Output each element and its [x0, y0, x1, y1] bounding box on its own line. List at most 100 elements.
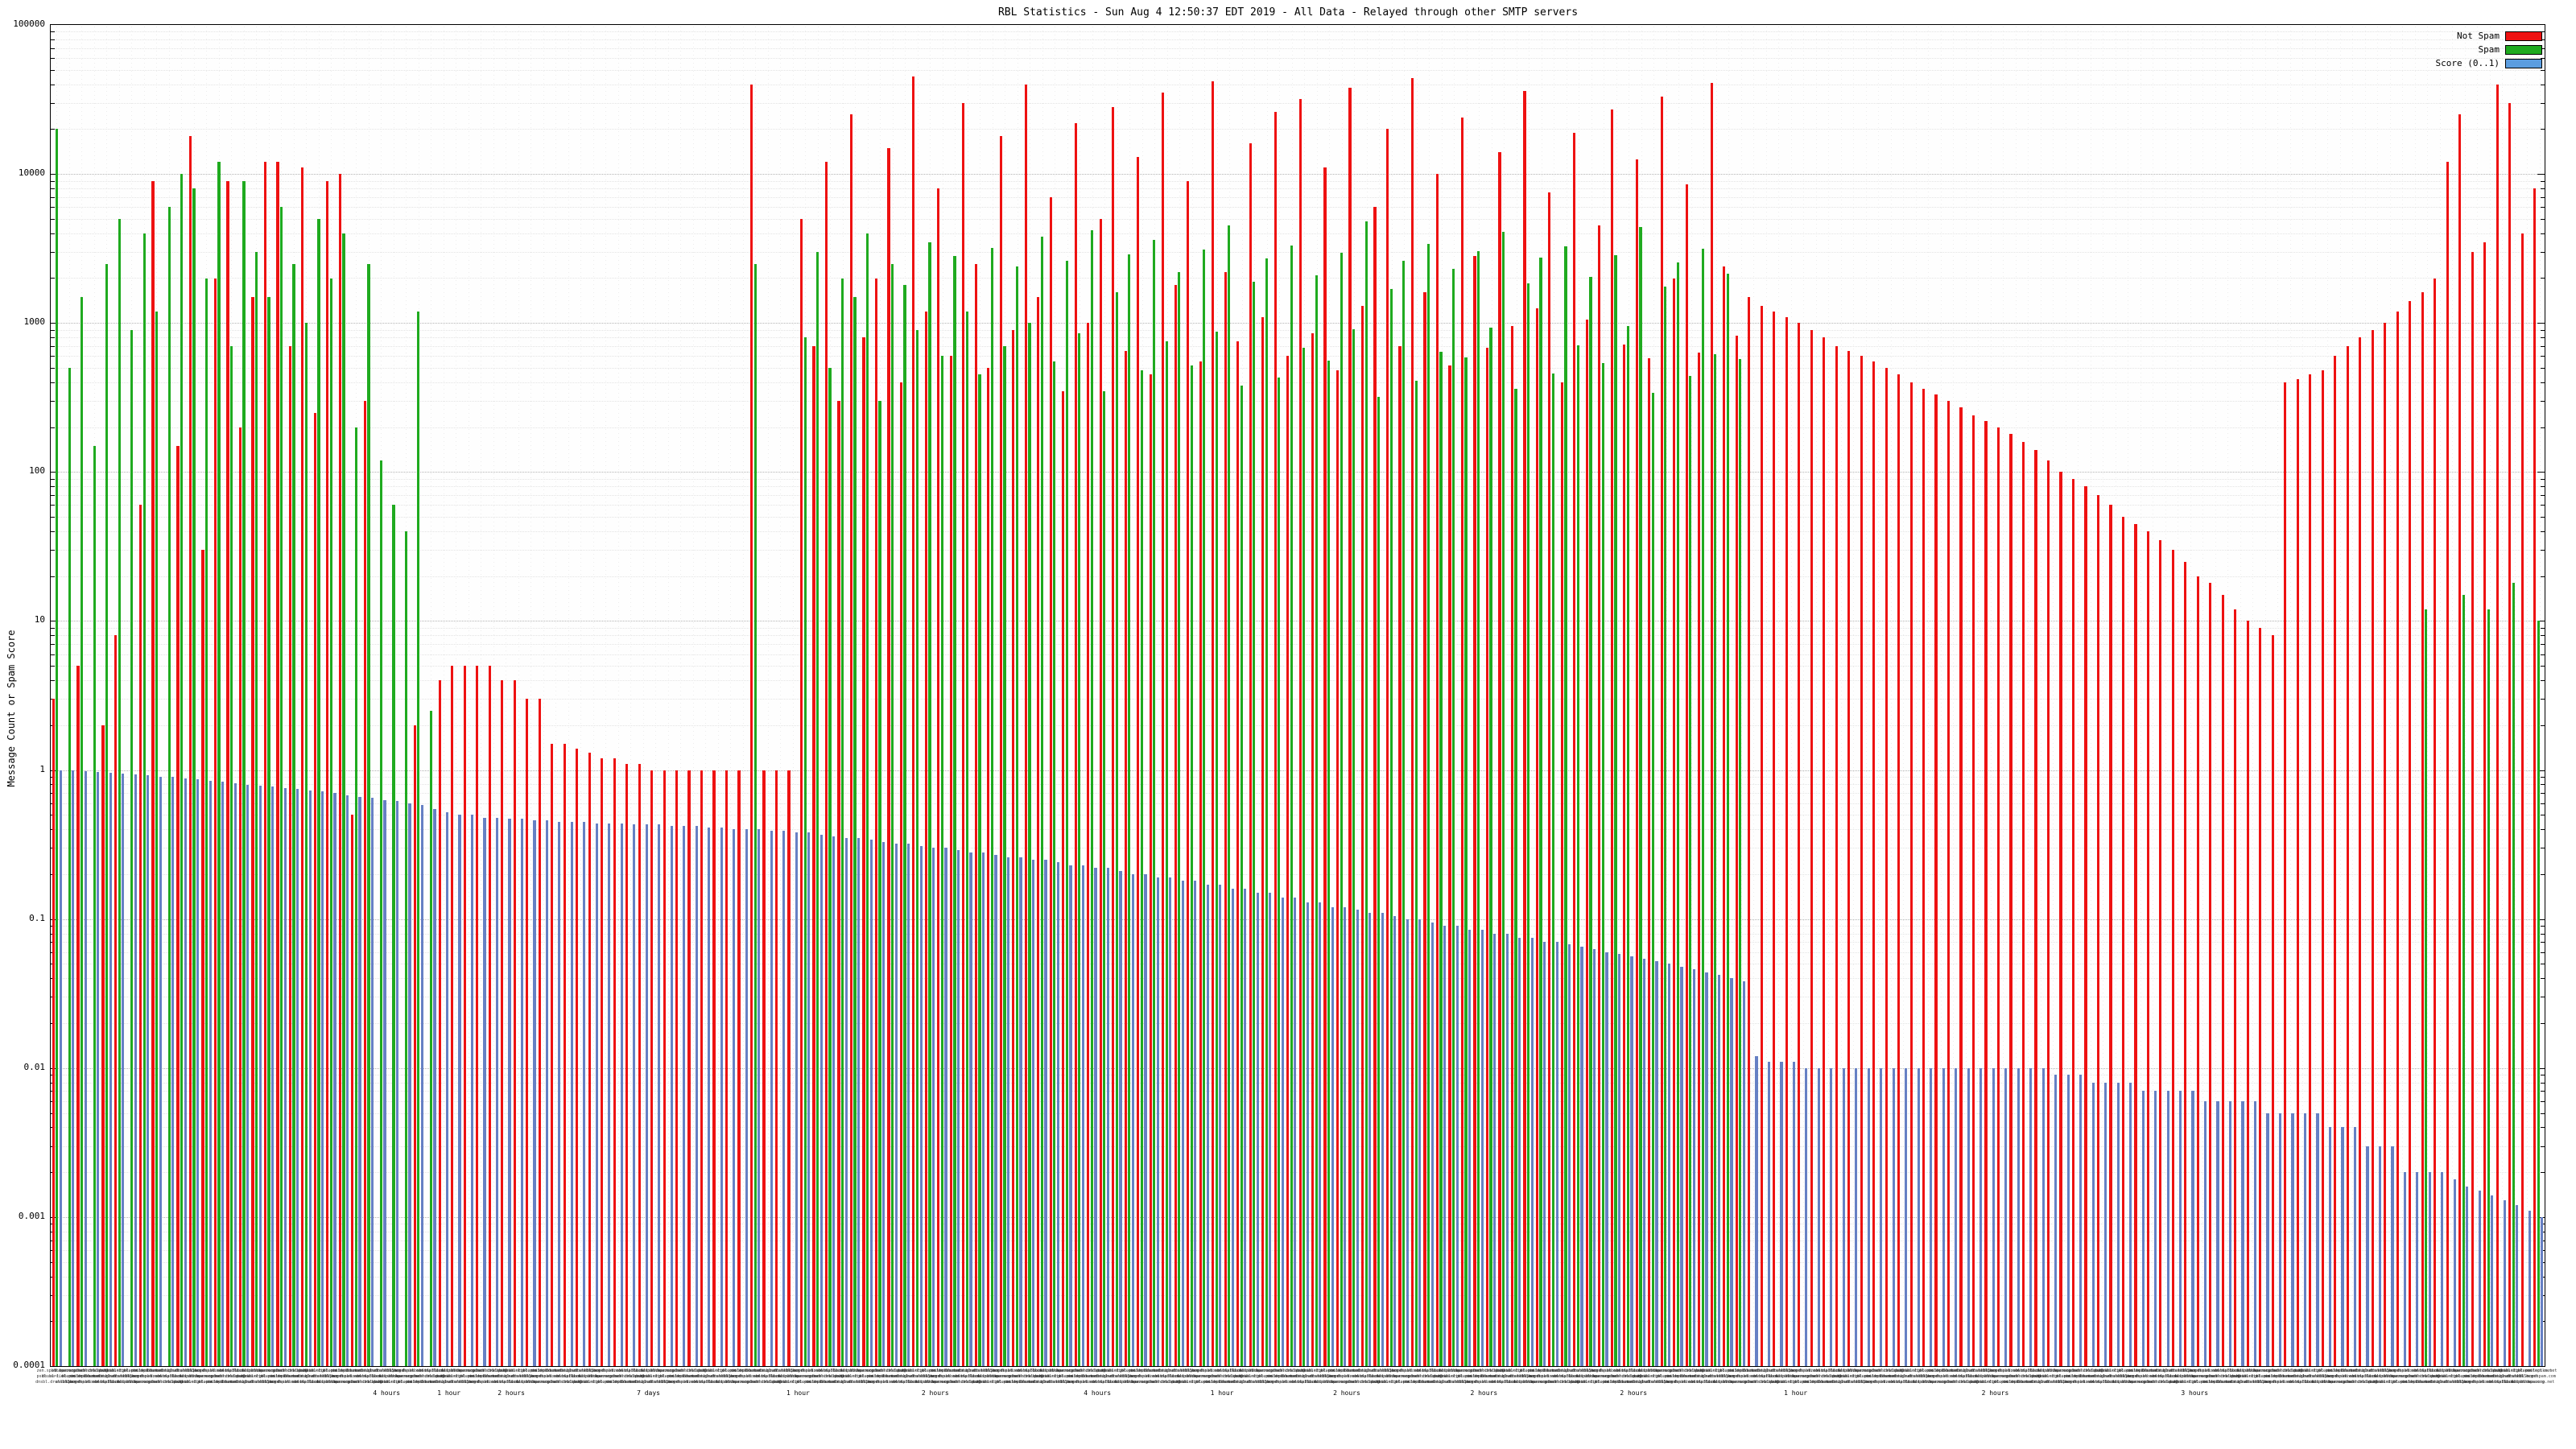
bar-score — [832, 836, 836, 1366]
bar-not_spam — [263, 162, 267, 1366]
x-tick-label: all.s5h.net — [2449, 1380, 2476, 1385]
x-tick-label: dnsbl.sorbs.net — [349, 1380, 386, 1385]
x-tick-label: truncate.gbudb.net — [84, 1374, 128, 1379]
x-tick-label: dnsbl.sorbs.net — [2344, 1380, 2381, 1385]
bar-spam — [155, 311, 159, 1366]
bar-not_spam — [2196, 576, 2199, 1366]
bar-score — [1056, 862, 1060, 1366]
x-tick-label: zen.spamhaus.org — [2505, 1380, 2545, 1385]
axis-tick — [2537, 919, 2545, 920]
x-tick-label: spam.dnsbl.anonmails.de — [1187, 1368, 1244, 1373]
x-tick-label: dnsbl.sorbs.net — [474, 1368, 511, 1373]
x-axis-labels: zen.spamhaus.org psbl.surriel.com dnsbl.dr… — [35, 1367, 2557, 1447]
y-tick-label: 100 — [29, 465, 45, 477]
bar-score — [1880, 1067, 1883, 1366]
x-tick-label: truncate.gbudb.net — [1418, 1380, 1463, 1385]
bar-not_spam — [351, 815, 354, 1366]
x-tick-label: ix.dnsbl.manitu.net — [2128, 1368, 2174, 1373]
x-tick-label: bl.mailspike.net — [1458, 1374, 1497, 1379]
bar-score — [2378, 1146, 2382, 1366]
x-tick-label: bl.spamcop.net — [388, 1374, 423, 1379]
bar-score — [2416, 1172, 2419, 1366]
x-tick-label: ix.dnsbl.manitu.net — [2003, 1380, 2050, 1385]
bar-not_spam — [987, 367, 990, 1366]
x-tick-label: dnsbl-1.uceprotect.net — [1700, 1368, 1754, 1373]
bar-spam — [1701, 248, 1704, 1366]
x-tick-label: bl.spamcop.net — [2446, 1368, 2480, 1373]
x-tick-label: dnsbl-1.uceprotect.net — [378, 1380, 432, 1385]
x-tick-label: bl.mailspike.net — [1258, 1374, 1298, 1379]
x-tick-label: bl.blocklist.de — [1097, 1380, 1134, 1385]
x-tick-label: all.s5h.net — [1451, 1380, 1479, 1385]
x-tick-label: dnsbl-1.uceprotect.net — [2174, 1380, 2228, 1385]
bar-score — [1530, 937, 1534, 1366]
bar-spam — [429, 710, 432, 1366]
gridline — [51, 367, 2545, 369]
bar-spam — [317, 218, 320, 1366]
axis-tick — [51, 174, 58, 175]
axis-tick — [2537, 174, 2545, 175]
x-tick-label: dnsbl.dronebl.org — [234, 1380, 277, 1385]
x-tick-label: bl.blocklist.de — [1558, 1374, 1596, 1379]
bar-not_spam — [2483, 242, 2487, 1366]
bar-score — [882, 841, 886, 1366]
axis-tick — [2537, 770, 2545, 771]
x-tick-label: bl.nordspam.com — [524, 1374, 561, 1379]
bar-score — [695, 826, 698, 1366]
x-tick-label: zen.spamhaus.org — [2169, 1374, 2208, 1379]
bar-score — [345, 795, 349, 1366]
bar-not_spam — [2096, 495, 2100, 1366]
x-tick-label: dnsbl.dronebl.org — [2429, 1380, 2471, 1385]
x-tick-label: psbl.surriel.com — [2231, 1374, 2271, 1379]
bar-score — [2441, 1172, 2444, 1366]
x-tick-label: bl.spamcop.net — [52, 1368, 86, 1373]
x-tick-label: dnsbl.sorbs.net — [1410, 1374, 1447, 1379]
x-tick-label: dnsbl.spfbl.net — [349, 1374, 386, 1379]
bar-score — [1867, 1067, 1870, 1366]
x-tick-label: b.barracudacentral.org — [191, 1374, 246, 1379]
axis-tick — [2541, 933, 2545, 935]
bar-not_spam — [2021, 441, 2025, 1366]
bar-score — [283, 787, 287, 1366]
bar-score — [2029, 1067, 2033, 1366]
bar-score — [1344, 907, 1347, 1366]
x-tick-label: bl.nordspam.com — [262, 1380, 299, 1385]
x-tick-label: dnsbl.sorbs.net — [2070, 1368, 2107, 1373]
bar-score — [171, 777, 175, 1366]
gridline — [51, 1261, 2545, 1263]
bar-not_spam — [1236, 341, 1240, 1366]
x-tick-label: psbl.surriel.com — [2293, 1368, 2333, 1373]
bar-not_spam — [1673, 278, 1676, 1366]
bar-score — [1630, 956, 1633, 1366]
x-tick-label: spam.dnsbl.anonmails.de — [2260, 1380, 2317, 1385]
bar-spam — [1526, 283, 1530, 1366]
x-tick-label: truncate.gbudb.net — [819, 1380, 864, 1385]
x-tick-label: cbl.abuseat.org — [1621, 1374, 1658, 1379]
x-tick-label: dnsbl.sorbs.net — [1671, 1368, 1708, 1373]
gridline — [51, 517, 2545, 518]
gridline — [51, 31, 2545, 33]
bar-score — [1393, 915, 1397, 1366]
x-tick-label: bl.spamcop.net — [2321, 1380, 2355, 1385]
bar-not_spam — [1485, 348, 1489, 1366]
y-tick-label: 100000 — [13, 19, 45, 29]
gridline — [51, 770, 2545, 771]
gridline — [51, 401, 2545, 402]
x-tick-label: all.s5h.net — [1713, 1374, 1740, 1379]
bar-score — [1194, 881, 1197, 1366]
bar-not_spam — [887, 147, 890, 1366]
bar-score — [2453, 1179, 2456, 1366]
x-tick-label: spam.dnsbl.anonmails.de — [190, 1368, 246, 1373]
x-tick-label: cbl.abuseat.org — [624, 1374, 661, 1379]
x-tick-label: all.s5h.net — [1052, 1380, 1080, 1385]
bar-not_spam — [2209, 583, 2212, 1366]
x-tick-label: bl.mailspike.net — [1121, 1368, 1161, 1373]
bar-spam — [890, 263, 894, 1366]
x-tick-label: all.s5h.net — [1975, 1368, 2003, 1373]
x-tick-label: bl.spamcop.net — [1984, 1374, 2019, 1379]
legend-row: Not Spam — [2436, 29, 2542, 43]
y-tick-label: 1 — [39, 763, 45, 774]
axis-tick — [51, 472, 58, 473]
gridline — [51, 102, 2545, 104]
x-tick-label: spam.dnsbl.anonmails.de — [1325, 1374, 1381, 1379]
